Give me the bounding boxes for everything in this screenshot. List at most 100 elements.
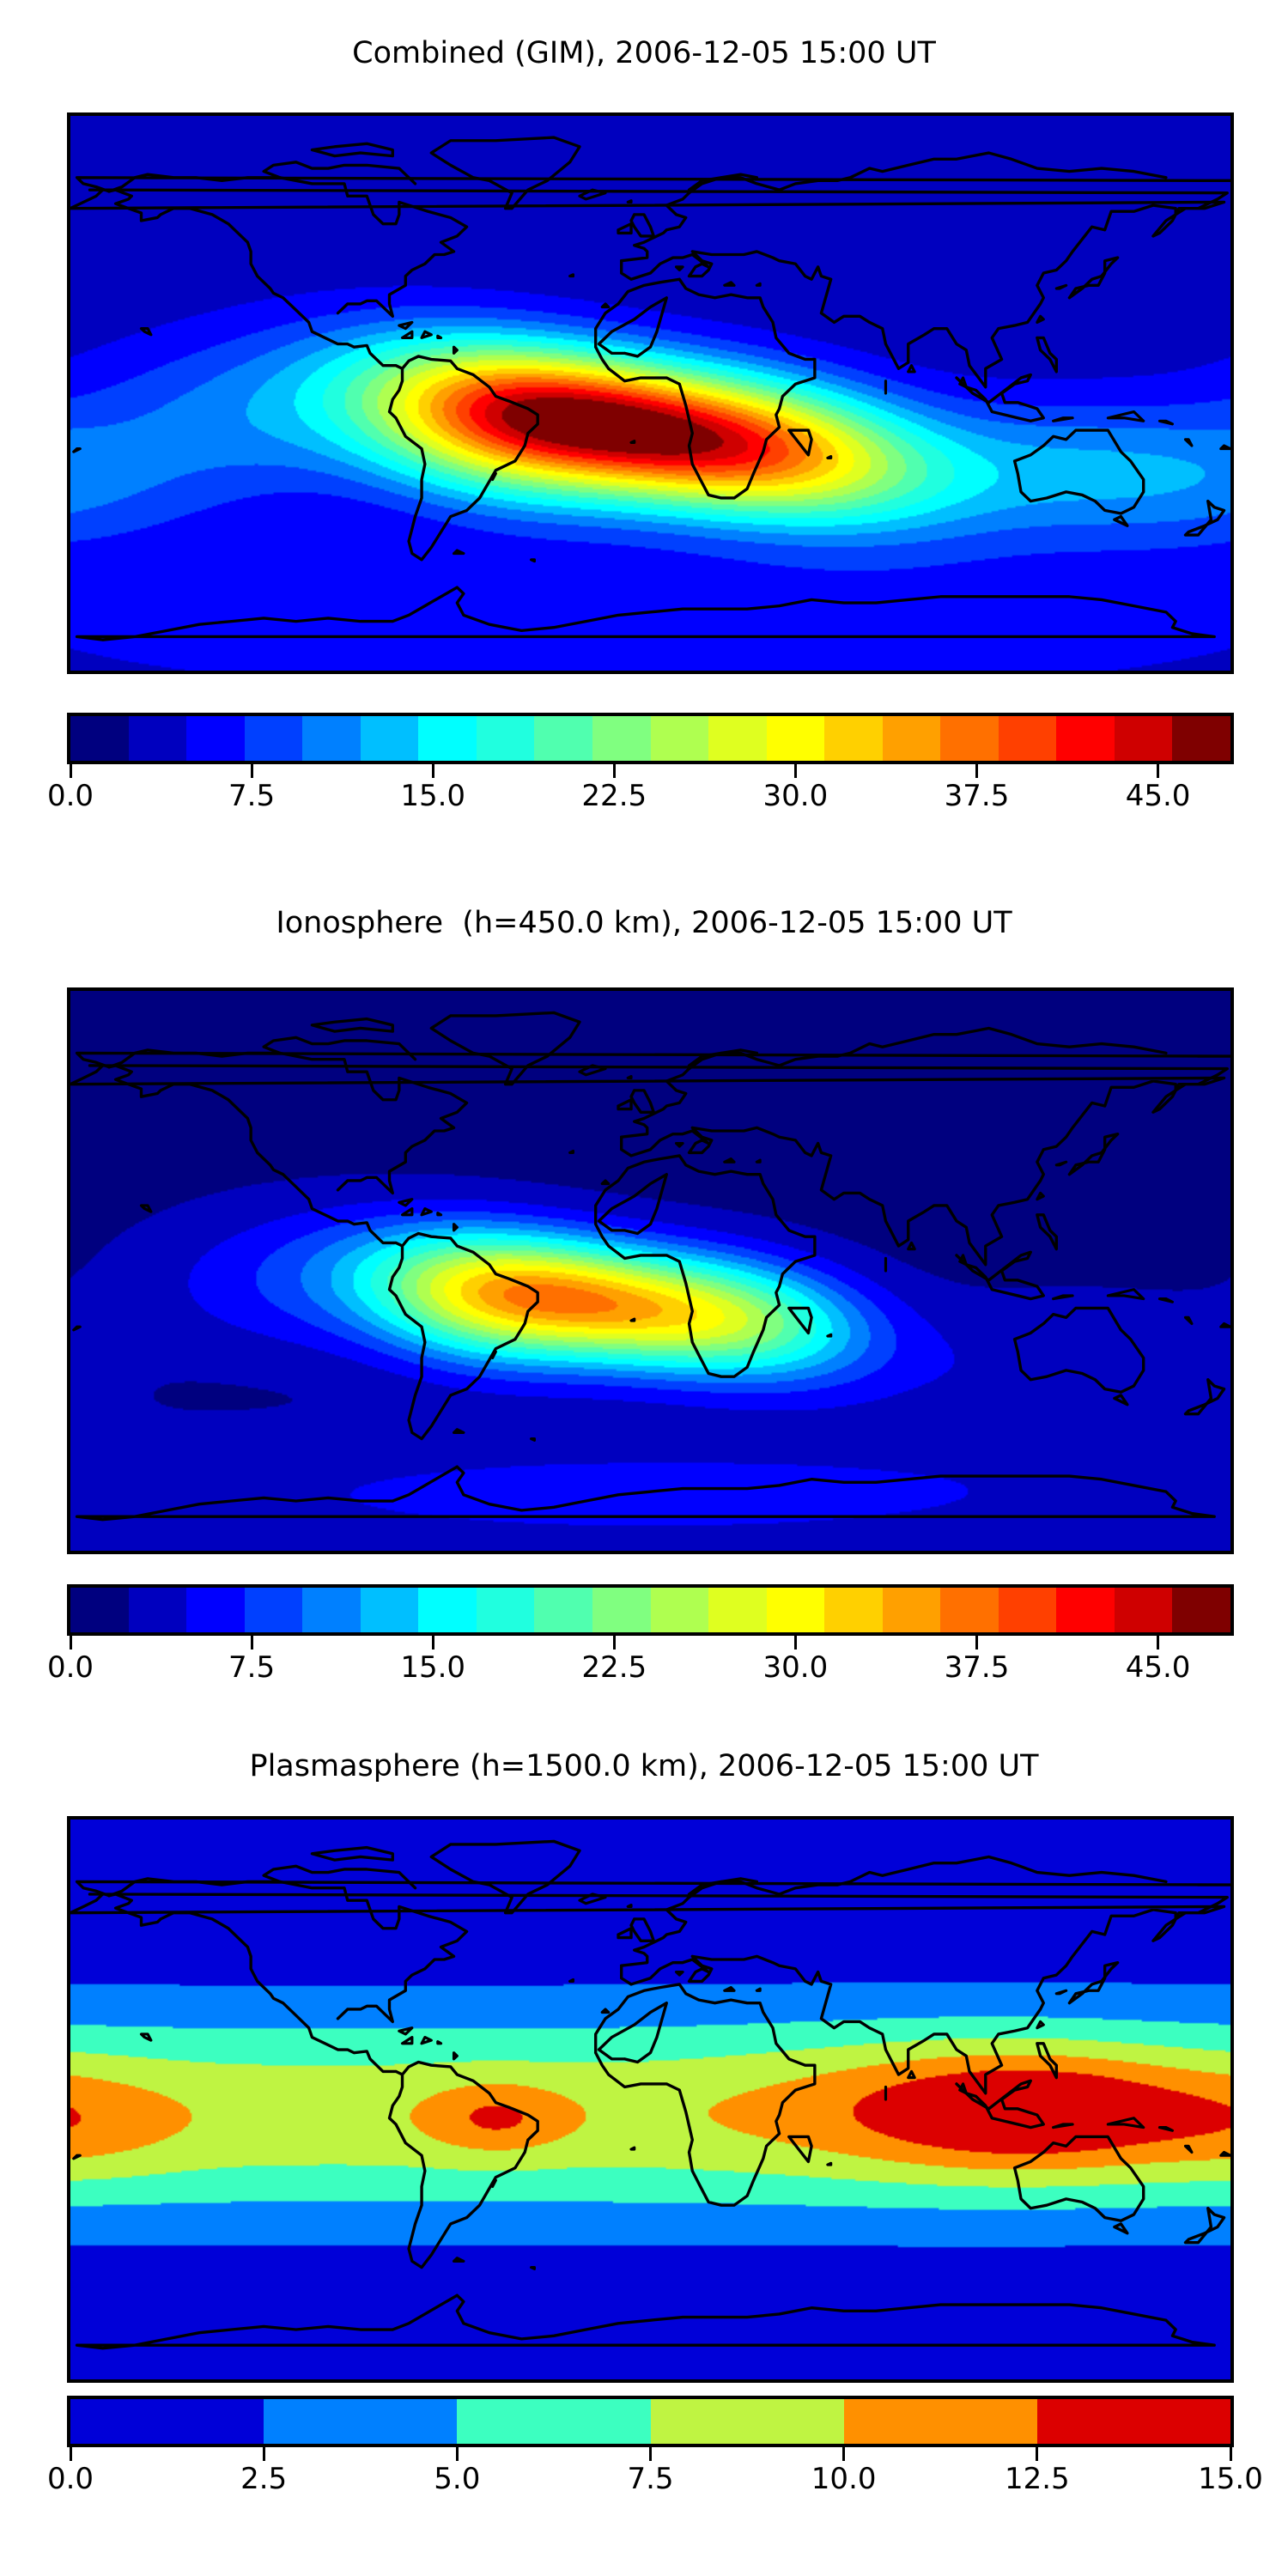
colorbar-tick bbox=[431, 764, 434, 778]
colorbar-band bbox=[650, 1588, 709, 1632]
colorbar-tick-label: 22.5 bbox=[581, 779, 647, 813]
colorbar-tick bbox=[431, 1636, 434, 1649]
colorbar-band bbox=[882, 716, 942, 761]
colorbar-tick bbox=[975, 1636, 978, 1649]
colorbar-tick bbox=[649, 2447, 652, 2461]
map-axes-ionosphere-450km bbox=[67, 987, 1234, 1554]
colorbar-band bbox=[128, 716, 187, 761]
colorbar-band bbox=[476, 1588, 536, 1632]
colorbar-tick bbox=[975, 764, 978, 778]
colorbar-tick-label: 0.0 bbox=[46, 2462, 94, 2496]
colorbar-band bbox=[534, 1588, 593, 1632]
colorbar-tick-label: 7.5 bbox=[228, 779, 276, 813]
colorbar-band bbox=[1056, 1588, 1115, 1632]
colorbar-band bbox=[244, 1588, 303, 1632]
colorbar-band bbox=[708, 716, 768, 761]
colorbar-band bbox=[1172, 1588, 1230, 1632]
coastlines bbox=[70, 1839, 1230, 2350]
map-axes-plasmasphere-1500km bbox=[67, 1816, 1234, 2383]
colorbar-gradient bbox=[67, 2396, 1234, 2447]
colorbar-band bbox=[882, 1588, 942, 1632]
colorbar-band bbox=[360, 1588, 420, 1632]
colorbar-tick-label: 45.0 bbox=[1125, 779, 1191, 813]
colorbar-band bbox=[244, 716, 303, 761]
map-axes-combined-gim bbox=[67, 112, 1234, 674]
map-contour-surface bbox=[70, 116, 1230, 671]
colorbar-tick-label: 7.5 bbox=[228, 1650, 276, 1685]
map-contour-surface bbox=[70, 1820, 1230, 2379]
colorbar-tick-label: 0.0 bbox=[46, 779, 94, 813]
colorbar-tick-label: 15.0 bbox=[1198, 2462, 1263, 2496]
colorbar-band bbox=[824, 716, 884, 761]
colorbar-tick bbox=[69, 764, 72, 778]
colorbar-tick-label: 12.5 bbox=[1004, 2462, 1070, 2496]
colorbar-tick bbox=[69, 1636, 72, 1649]
colorbar-band bbox=[940, 1588, 999, 1632]
colorbar-tick bbox=[250, 1636, 253, 1649]
colorbar-band bbox=[264, 2399, 459, 2444]
colorbar-band bbox=[592, 716, 652, 761]
colorbar-band bbox=[843, 2399, 1038, 2444]
colorbar-band bbox=[940, 716, 999, 761]
colorbar-band bbox=[534, 716, 593, 761]
colorbar-band bbox=[650, 716, 709, 761]
colorbar-band bbox=[302, 1588, 361, 1632]
colorbar-tick bbox=[793, 764, 797, 778]
colorbar-tick bbox=[1157, 1636, 1160, 1649]
colorbar-tick bbox=[250, 764, 253, 778]
colorbar-tick bbox=[455, 2447, 459, 2461]
colorbar-tick-label: 0.0 bbox=[46, 1650, 94, 1685]
colorbar-ticks bbox=[67, 1636, 1234, 1649]
colorbar-band bbox=[70, 2399, 264, 2444]
colorbar-gradient bbox=[67, 713, 1234, 764]
colorbar-band bbox=[766, 1588, 825, 1632]
colorbar-band bbox=[70, 1588, 130, 1632]
colorbar-tick-label: 30.0 bbox=[762, 779, 829, 813]
colorbar-tick-label: 37.5 bbox=[944, 779, 1010, 813]
colorbar-band bbox=[418, 716, 477, 761]
colorbar-tick-label: 15.0 bbox=[400, 1650, 466, 1685]
colorbar-tick bbox=[793, 1636, 797, 1649]
colorbar-tick-label: 10.0 bbox=[811, 2462, 877, 2496]
colorbar-band bbox=[824, 1588, 884, 1632]
colorbar-tick bbox=[1157, 764, 1160, 778]
colorbar-band bbox=[708, 1588, 768, 1632]
colorbar-ticks bbox=[67, 2447, 1234, 2461]
colorbar-band bbox=[418, 1588, 477, 1632]
colorbar-tick-labels: 0.0 2.5 5.0 7.5 10.0 12.5 15.0 bbox=[47, 2462, 1263, 2504]
colorbar-band bbox=[128, 1588, 187, 1632]
colorbar-band bbox=[186, 716, 246, 761]
colorbar-tick-label: 15.0 bbox=[400, 779, 466, 813]
colorbar-band bbox=[476, 716, 536, 761]
colorbar-band bbox=[766, 716, 825, 761]
colorbar-band bbox=[1114, 1588, 1174, 1632]
colorbar-tick bbox=[262, 2447, 265, 2461]
colorbar-tick bbox=[1229, 2447, 1232, 2461]
colorbar-tick bbox=[69, 2447, 72, 2461]
colorbar-band bbox=[998, 1588, 1058, 1632]
panel-title-ionosphere-450km: Ionosphere (h=450.0 km), 2006-12-05 15:0… bbox=[276, 906, 1012, 940]
colorbar-band bbox=[186, 1588, 246, 1632]
colorbar-combined-gim: 0.0 7.5 15.0 22.5 30.0 37.5 45.0 bbox=[47, 713, 1234, 811]
colorbar-ionosphere-450km: 0.0 7.5 15.0 22.5 30.0 37.5 45.0 bbox=[47, 1584, 1234, 1682]
colorbar-tick-label: 5.0 bbox=[434, 2462, 481, 2496]
map-contour-surface bbox=[70, 991, 1230, 1551]
colorbar-tick-label: 7.5 bbox=[627, 2462, 674, 2496]
colorbar-tick bbox=[842, 2447, 846, 2461]
panel-title-combined-gim: Combined (GIM), 2006-12-05 15:00 UT bbox=[352, 36, 936, 70]
colorbar-band bbox=[70, 716, 130, 761]
colorbar-tick-labels: 0.0 7.5 15.0 22.5 30.0 37.5 45.0 bbox=[47, 1650, 1234, 1692]
colorbar-gradient bbox=[67, 1584, 1234, 1636]
colorbar-ticks bbox=[67, 764, 1234, 778]
colorbar-tick-label: 2.5 bbox=[240, 2462, 288, 2496]
panel-title-plasmasphere-1500km: Plasmasphere (h=1500.0 km), 2006-12-05 1… bbox=[249, 1749, 1039, 1783]
colorbar-band bbox=[360, 716, 420, 761]
colorbar-plasmasphere-1500km: 0.0 2.5 5.0 7.5 10.0 12.5 15.0 bbox=[47, 2396, 1263, 2494]
colorbar-tick-label: 45.0 bbox=[1125, 1650, 1191, 1685]
colorbar-band bbox=[302, 716, 361, 761]
colorbar-tick bbox=[1036, 2447, 1039, 2461]
colorbar-tick bbox=[612, 764, 616, 778]
colorbar-band bbox=[457, 2399, 652, 2444]
colorbar-tick-label: 30.0 bbox=[762, 1650, 829, 1685]
